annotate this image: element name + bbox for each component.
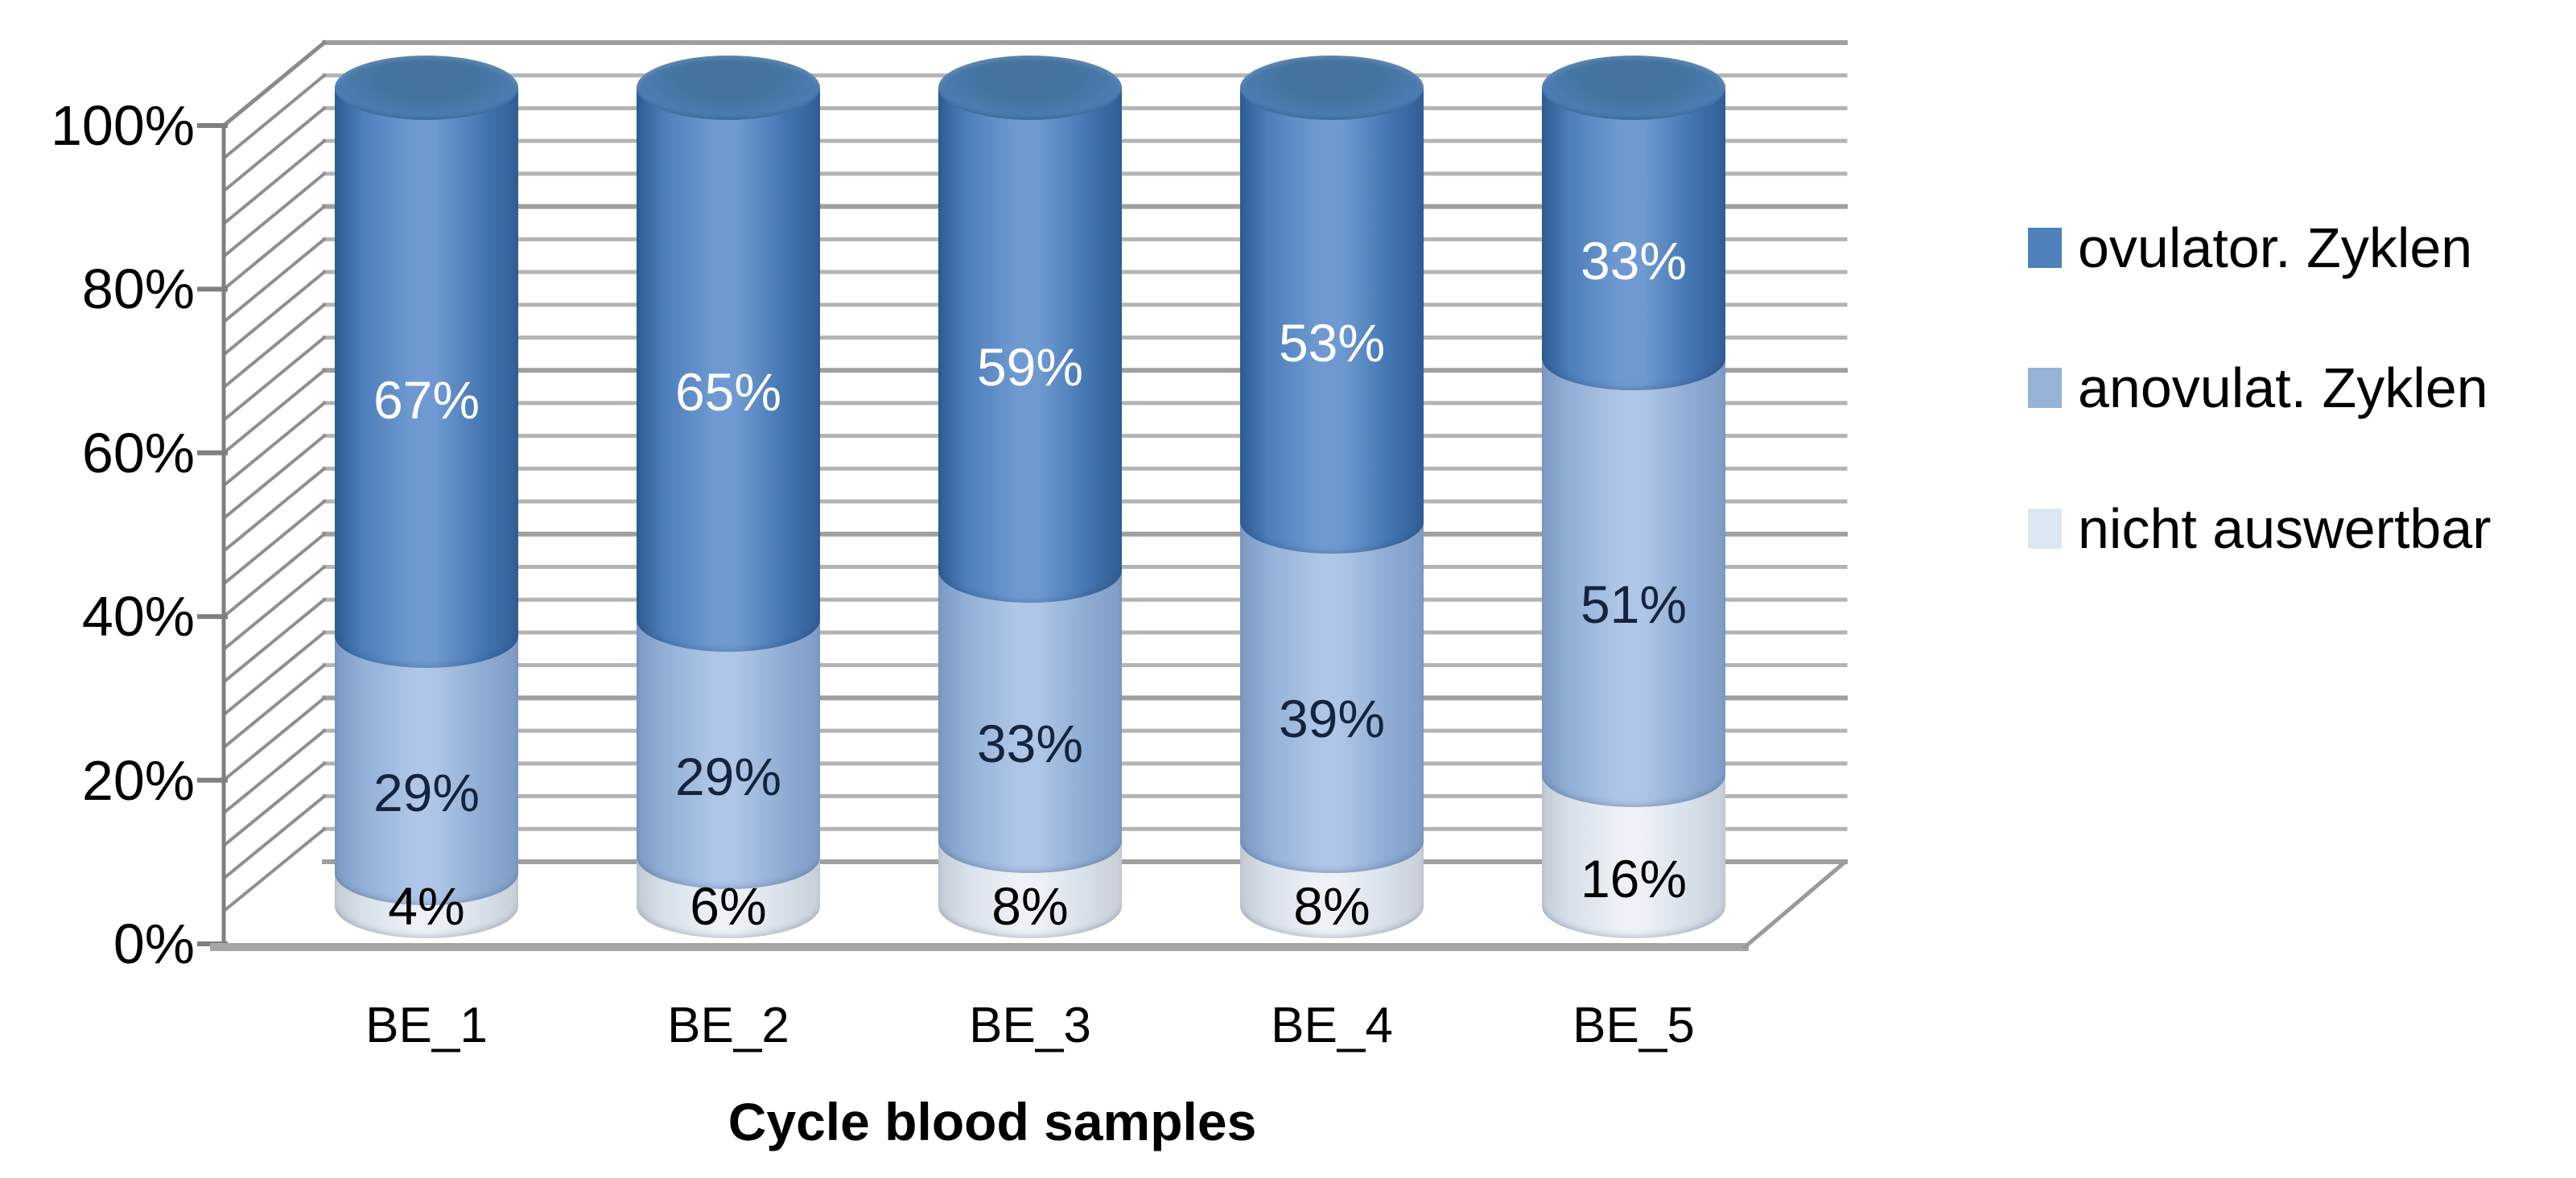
bar-segment-BE_4-series1 [1240, 521, 1424, 873]
bar-segment-BE_5-series0 [1542, 88, 1725, 390]
bar-data-label-BE_3-series0: 59% [976, 337, 1084, 397]
y-tick-label-80: 80% [81, 257, 195, 321]
legend-item-0: ovulator. Zyklen [2028, 216, 2472, 279]
bar-segment-BE_3-series1 [938, 570, 1122, 873]
bar-data-label-BE_1-series0: 67% [373, 369, 480, 430]
x-category-label-BE_4: BE_4 [1271, 998, 1393, 1053]
bar-top-face-BE_5 [1542, 56, 1725, 120]
bar-data-label-BE_5-series1: 51% [1580, 574, 1688, 634]
bar-data-label-BE_5-series0: 33% [1580, 230, 1688, 290]
bar-data-label-BE_4-series2: 8% [1293, 876, 1370, 936]
bar-data-label-BE_4-series1: 39% [1278, 689, 1386, 749]
legend-swatch-icon [2028, 228, 2062, 268]
bar-segment-BE_2-series0 [637, 88, 820, 653]
bar-top-face-BE_2 [637, 56, 820, 120]
bar-data-label-BE_3-series1: 33% [976, 713, 1084, 773]
y-tick-label-20: 20% [81, 748, 195, 812]
bar-top-face-BE_3 [938, 56, 1122, 120]
y-tick-label-0: 0% [113, 912, 195, 975]
bar-data-label-BE_1-series2: 4% [388, 876, 465, 936]
bar-segment-BE_2-series1 [637, 620, 820, 889]
legend-label: ovulator. Zyklen [2078, 216, 2473, 279]
x-axis-title: Cycle blood samples [727, 1092, 1257, 1151]
x-category-label-BE_3: BE_3 [969, 998, 1091, 1053]
bar-data-label-BE_4-series0: 53% [1278, 312, 1386, 373]
bar-data-label-BE_1-series1: 29% [373, 762, 480, 822]
x-category-label-BE_1: BE_1 [365, 998, 488, 1053]
bar-top-face-BE_4 [1240, 56, 1424, 120]
legend-swatch-icon [2028, 368, 2062, 408]
bar-data-label-BE_2-series1: 29% [674, 746, 782, 806]
legend-item-2: nicht auswertbar [2028, 497, 2492, 560]
bar-data-label-BE_3-series2: 8% [991, 876, 1069, 936]
bar-segment-BE_1-series1 [335, 636, 518, 906]
legend-label: anovulat. Zyklen [2078, 356, 2488, 419]
bar-segment-BE_3-series0 [938, 88, 1122, 603]
bar-data-label-BE_2-series2: 6% [690, 876, 767, 936]
legend-item-1: anovulat. Zyklen [2028, 356, 2488, 419]
bar-data-label-BE_2-series0: 65% [674, 361, 782, 422]
bar-segment-BE_4-series0 [1240, 88, 1424, 554]
x-category-label-BE_5: BE_5 [1572, 998, 1695, 1053]
legend-swatch-icon [2028, 509, 2062, 549]
bar-top-face-BE_1 [335, 56, 518, 120]
bar-segment-BE_5-series1 [1542, 357, 1725, 808]
bar-data-label-BE_5-series2: 16% [1580, 848, 1688, 908]
bar-segment-BE_1-series0 [335, 88, 518, 669]
x-category-label-BE_2: BE_2 [667, 998, 789, 1053]
y-tick-label-100: 100% [50, 94, 195, 157]
y-tick-label-60: 60% [81, 421, 195, 484]
y-tick-label-40: 40% [81, 585, 195, 649]
legend-label: nicht auswertbar [2078, 497, 2492, 560]
